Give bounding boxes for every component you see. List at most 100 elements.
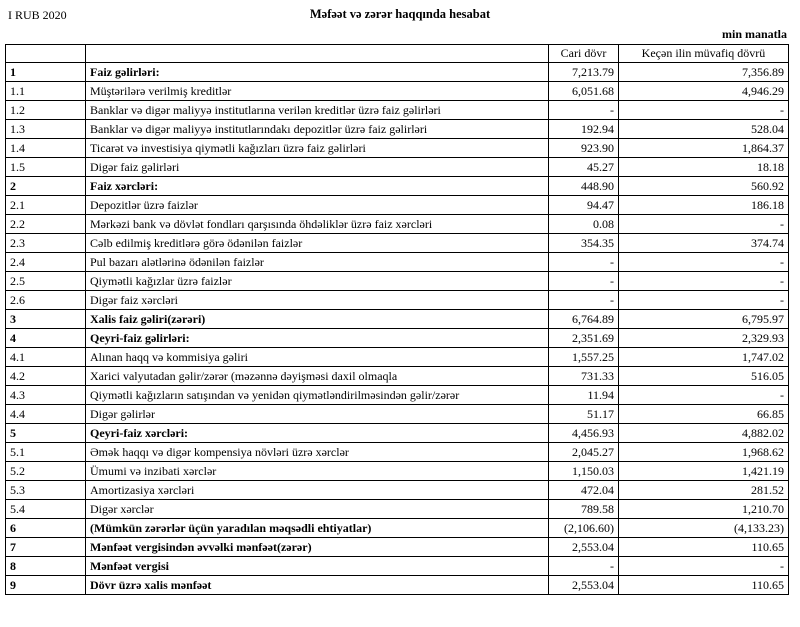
cell-previous: - <box>618 214 789 234</box>
col-header-label <box>85 44 549 63</box>
cell-label: Cəlb edilmiş kreditlərə görə ödənilən fa… <box>85 233 549 253</box>
cell-previous: 110.65 <box>618 575 789 595</box>
cell-current: 11.94 <box>548 385 619 405</box>
cell-label: Qeyri-faiz xərcləri: <box>85 423 549 443</box>
cell-current: 7,213.79 <box>548 62 619 82</box>
cell-previous: 374.74 <box>618 233 789 253</box>
table-row: 2.3 Cəlb edilmiş kreditlərə görə ödənilən… <box>5 233 789 253</box>
cell-current: 1,150.03 <box>548 461 619 481</box>
col-header-num <box>5 44 86 63</box>
table-row: 5.3 Amortizasiya xərcləri 472.04 281.52 <box>5 480 789 500</box>
table-row: 4.1 Alınan haqq və kommisiya gəliri 1,557.… <box>5 347 789 367</box>
cell-current: 2,553.04 <box>548 537 619 557</box>
cell-previous: 66.85 <box>618 404 789 424</box>
cell-num: 2.6 <box>5 290 86 310</box>
cell-num: 8 <box>5 556 86 576</box>
cell-current: 923.90 <box>548 138 619 158</box>
cell-num: 3 <box>5 309 86 329</box>
unit-label: min manatla <box>721 27 787 41</box>
cell-num: 4.3 <box>5 385 86 405</box>
cell-label: Əmək haqqı və digər kompensiya növləri ü… <box>85 442 549 462</box>
cell-num: 4.1 <box>5 347 86 367</box>
table-row: 2.4 Pul bazarı alətlərinə ödənilən faizlə… <box>5 252 789 272</box>
cell-previous: 4,946.29 <box>618 81 789 101</box>
cell-current: 2,553.04 <box>548 575 619 595</box>
table-row: 4.4 Digər gəlirlər 51.17 66.85 <box>5 404 789 424</box>
pnl-table: Cari dövr Keçən ilin müvafiq dövrü 1 Faiz… <box>5 44 789 595</box>
cell-current: 448.90 <box>548 176 619 196</box>
cell-previous: 18.18 <box>618 157 789 177</box>
cell-previous: 528.04 <box>618 119 789 139</box>
cell-current: 789.58 <box>548 499 619 519</box>
table-row: 1.4 Ticarət və investisiya qiymətli kağız… <box>5 138 789 158</box>
table-row: 7 Mənfəət vergisindən əvvəlki mənfəət(zər… <box>5 537 789 557</box>
cell-label: Faiz gəlirləri: <box>85 62 549 82</box>
cell-current: 354.35 <box>548 233 619 253</box>
table-row: 8 Mənfəət vergisi - - <box>5 556 789 576</box>
table-body: 1 Faiz gəlirləri: 7,213.79 7,356.89 1.1 Müştə… <box>5 62 789 595</box>
col-header-current: Cari dövr <box>548 44 619 63</box>
cell-label: Mənfəət vergisindən əvvəlki mənfəət(zərə… <box>85 537 549 557</box>
cell-label: Xarici valyutadan gəlir/zərər (məzənnə d… <box>85 366 549 386</box>
cell-previous: 1,747.02 <box>618 347 789 367</box>
cell-num: 1 <box>5 62 86 82</box>
cell-num: 4.2 <box>5 366 86 386</box>
table-row: 4 Qeyri-faiz gəlirləri: 2,351.69 2,329.93 <box>5 328 789 348</box>
cell-current: 4,456.93 <box>548 423 619 443</box>
cell-previous: - <box>618 271 789 291</box>
cell-label: Qeyri-faiz gəlirləri: <box>85 328 549 348</box>
cell-current: 472.04 <box>548 480 619 500</box>
cell-label: Ticarət və investisiya qiymətli kağızlar… <box>85 138 549 158</box>
cell-num: 1.2 <box>5 100 86 120</box>
cell-current: 51.17 <box>548 404 619 424</box>
cell-num: 4 <box>5 328 86 348</box>
cell-previous: 281.52 <box>618 480 789 500</box>
cell-current: 731.33 <box>548 366 619 386</box>
table-row: 5.1 Əmək haqqı və digər kompensiya növlər… <box>5 442 789 462</box>
cell-num: 5.1 <box>5 442 86 462</box>
cell-label: Pul bazarı alətlərinə ödənilən faizlər <box>85 252 549 272</box>
cell-label: Faiz xərcləri: <box>85 176 549 196</box>
cell-label: Banklar və digər maliyyə institutlarına … <box>85 100 549 120</box>
table-row: 4.2 Xarici valyutadan gəlir/zərər (məzənn… <box>5 366 789 386</box>
cell-label: Dövr üzrə xalis mənfəət <box>85 575 549 595</box>
table-row: 4.3 Qiymətli kağızların satışından və yen… <box>5 385 789 405</box>
cell-previous: - <box>618 100 789 120</box>
cell-previous: 1,210.70 <box>618 499 789 519</box>
cell-previous: 1,968.62 <box>618 442 789 462</box>
cell-label: Digər gəlirlər <box>85 404 549 424</box>
cell-num: 5.2 <box>5 461 86 481</box>
table-row: 1.3 Banklar və digər maliyyə institutları… <box>5 119 789 139</box>
cell-label: Qiymətli kağızlar üzrə faizlər <box>85 271 549 291</box>
cell-label: Ümumi və inzibati xərclər <box>85 461 549 481</box>
cell-num: 5.4 <box>5 499 86 519</box>
table-row: 1.1 Müştərilərə verilmiş kreditlər 6,051.6… <box>5 81 789 101</box>
cell-num: 1.5 <box>5 157 86 177</box>
table-row: 2.5 Qiymətli kağızlar üzrə faizlər - - <box>5 271 789 291</box>
table-row: 5.4 Digər xərclər 789.58 1,210.70 <box>5 499 789 519</box>
cell-current: 2,045.27 <box>548 442 619 462</box>
cell-previous: 110.65 <box>618 537 789 557</box>
cell-label: Depozitlər üzrə faizlər <box>85 195 549 215</box>
cell-current: 1,557.25 <box>548 347 619 367</box>
cell-label: Amortizasiya xərcləri <box>85 480 549 500</box>
cell-label: Digər xərclər <box>85 499 549 519</box>
table-row: 9 Dövr üzrə xalis mənfəət 2,553.04 110.65 <box>5 575 789 595</box>
cell-num: 1.3 <box>5 119 86 139</box>
cell-current: - <box>548 556 619 576</box>
cell-label: Mərkəzi bank və dövlət fondları qarşısın… <box>85 214 549 234</box>
cell-label: Müştərilərə verilmiş kreditlər <box>85 81 549 101</box>
report-header: I RUB 2020 Məfəət və zərər haqqında hesa… <box>0 0 800 24</box>
cell-current: 45.27 <box>548 157 619 177</box>
cell-num: 4.4 <box>5 404 86 424</box>
cell-previous: - <box>618 252 789 272</box>
cell-previous: 4,882.02 <box>618 423 789 443</box>
table-row: 3 Xalis faiz gəliri(zərəri) 6,764.89 6,795.… <box>5 309 789 329</box>
table-row: 1.2 Banklar və digər maliyyə institutları… <box>5 100 789 120</box>
cell-num: 1.1 <box>5 81 86 101</box>
cell-previous: 516.05 <box>618 366 789 386</box>
cell-num: 2.1 <box>5 195 86 215</box>
table-row: 1.5 Digər faiz gəlirləri 45.27 18.18 <box>5 157 789 177</box>
cell-label: Alınan haqq və kommisiya gəliri <box>85 347 549 367</box>
